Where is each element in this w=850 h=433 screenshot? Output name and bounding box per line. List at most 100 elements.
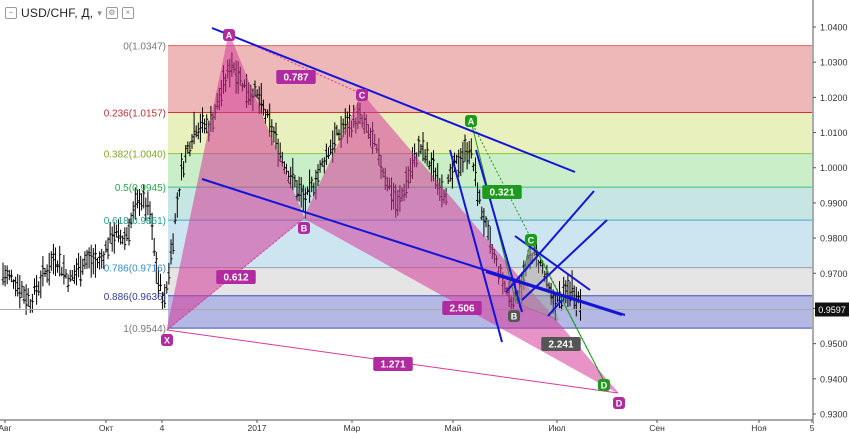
price-bar xyxy=(68,269,72,282)
price-bar xyxy=(133,187,137,220)
price-bar xyxy=(261,99,265,116)
point-badge xyxy=(465,115,477,127)
ratio-label: 0.321 xyxy=(482,185,522,199)
trend-line xyxy=(485,271,623,316)
price-bar xyxy=(194,125,198,138)
price-bar xyxy=(89,244,93,278)
price-bar xyxy=(51,243,55,275)
pattern-point-a: A xyxy=(223,29,235,41)
ratio-label: 2.241 xyxy=(541,337,581,351)
ratio-label: 0.612 xyxy=(216,270,256,284)
price-bar xyxy=(60,266,64,277)
time-tick-label: Мар xyxy=(344,423,361,433)
settings-icon[interactable]: ⚙ xyxy=(105,7,118,19)
price-bar xyxy=(16,274,20,297)
point-letter: A xyxy=(226,31,233,41)
price-bar xyxy=(56,260,60,273)
price-bar xyxy=(419,144,423,155)
price-tick-label: 1.0000 xyxy=(820,163,848,173)
price-tick-label: 0.9400 xyxy=(820,374,848,384)
price-bar xyxy=(333,122,337,153)
ratio-label-box xyxy=(216,270,256,284)
ratio-label-text: 0.787 xyxy=(283,73,308,84)
price-bar xyxy=(5,265,9,285)
price-bar xyxy=(114,224,118,238)
price-bar xyxy=(54,247,57,277)
fib-level-label: 0.886(0.9636) xyxy=(104,292,166,303)
price-bar xyxy=(310,176,314,193)
price-bar xyxy=(469,138,473,159)
point-letter: D xyxy=(616,399,623,409)
price-bar xyxy=(173,213,177,225)
price-bar xyxy=(308,169,312,203)
price-bar xyxy=(140,193,144,211)
price-bar xyxy=(106,237,110,260)
collapse-icon[interactable]: − xyxy=(5,7,17,19)
point-letter: C xyxy=(528,236,535,246)
price-bar xyxy=(1,262,5,286)
point-letter: A xyxy=(468,117,475,127)
ratio-label: 0.787 xyxy=(276,70,316,84)
fib-level-label: 0.5(0.9945) xyxy=(115,183,166,194)
price-bar xyxy=(100,248,104,269)
pattern-point-b: B xyxy=(508,310,520,322)
ratio-label-text: 0.612 xyxy=(223,273,248,284)
price-bar xyxy=(14,276,18,297)
price-bar xyxy=(108,221,112,244)
price-bar xyxy=(152,237,156,257)
price-bar xyxy=(274,122,278,150)
price-bar xyxy=(446,174,450,184)
fib-level-label: 0(1.0347) xyxy=(123,42,166,53)
price-bar xyxy=(205,114,209,134)
close-icon[interactable]: × xyxy=(121,7,134,19)
price-bar xyxy=(70,270,74,281)
price-bar xyxy=(20,280,24,298)
time-tick-label: 4 xyxy=(160,423,165,433)
price-tick-label: 0.9500 xyxy=(820,339,848,349)
price-bar xyxy=(9,269,13,283)
price-bar xyxy=(291,157,295,191)
chevron-down-icon[interactable]: ▾ xyxy=(97,7,102,18)
price-bar xyxy=(138,189,141,216)
price-bar xyxy=(104,240,108,253)
price-bar xyxy=(146,191,150,216)
price-bar xyxy=(49,251,53,271)
price-bar xyxy=(425,142,429,166)
point-letter: D xyxy=(601,381,608,391)
time-tick-label: Ноя xyxy=(751,423,767,433)
price-bar xyxy=(192,111,196,145)
symbol-title[interactable]: USD/CHF, Д, xyxy=(21,6,94,20)
price-bar xyxy=(87,247,91,269)
price-bar xyxy=(7,269,11,281)
price-bar xyxy=(306,186,309,196)
price-bar xyxy=(203,118,207,134)
fib-level-label: 0.236(1.0157) xyxy=(104,108,166,119)
time-axis[interactable]: Авг Окт 4 2017 Мар Май Июл Сен Ноя 5 xyxy=(0,419,815,433)
price-bar xyxy=(169,239,173,265)
price-bar xyxy=(159,273,162,291)
price-bar xyxy=(91,248,95,275)
price-tick-label: 1.0300 xyxy=(820,58,848,68)
price-bar xyxy=(450,158,454,189)
ratio-label-text: 2.506 xyxy=(449,304,474,315)
pattern-point-b: B xyxy=(298,222,310,234)
price-bar xyxy=(480,206,484,221)
price-bar xyxy=(486,220,490,241)
price-bar xyxy=(41,256,45,287)
price-bar xyxy=(119,229,123,245)
price-bar xyxy=(79,255,83,287)
price-bar xyxy=(163,284,167,309)
price-bar xyxy=(312,182,316,197)
chart-header: − USD/CHF, Д, ▾ ⚙ × xyxy=(2,4,137,22)
price-bar xyxy=(24,284,28,316)
price-axis[interactable]: 1.0400 1.0300 1.0200 1.0100 1.0000 0.9900 0.98… xyxy=(812,0,850,433)
price-bar xyxy=(3,265,7,287)
price-bar xyxy=(478,189,482,205)
price-bar xyxy=(75,258,78,286)
point-badge xyxy=(298,222,310,234)
price-bar xyxy=(43,267,47,278)
price-bar xyxy=(421,132,425,162)
price-bar xyxy=(117,219,120,243)
price-bar xyxy=(129,212,133,229)
